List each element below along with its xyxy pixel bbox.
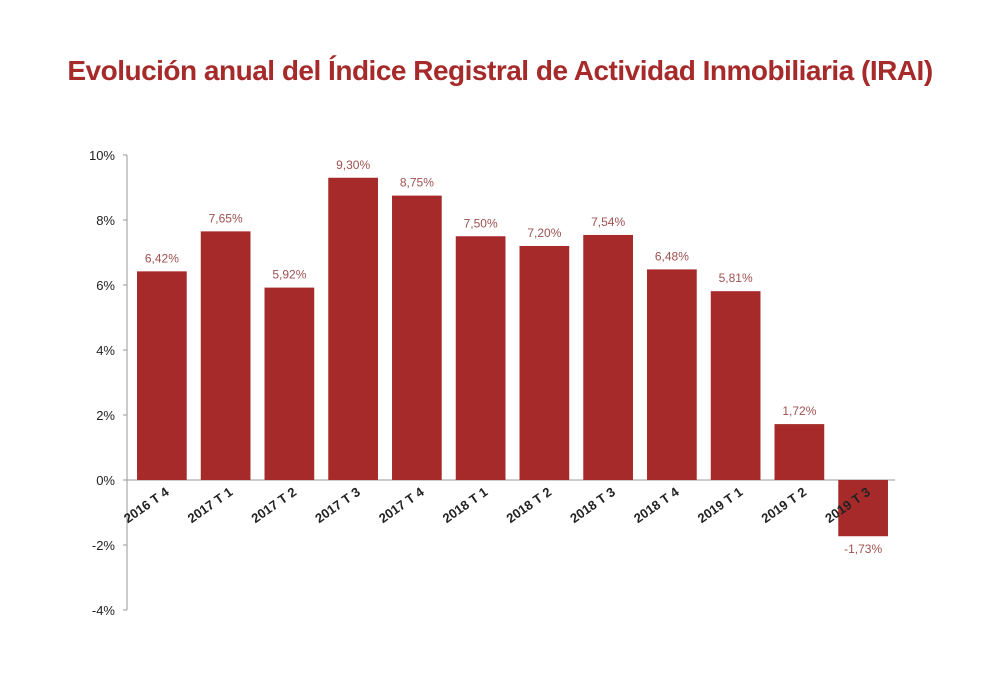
y-tick-label: 10% bbox=[89, 148, 115, 163]
data-label: 5,81% bbox=[719, 271, 753, 285]
data-label: 1,72% bbox=[782, 404, 816, 418]
chart-title: Evolución anual del Índice Registral de … bbox=[67, 55, 933, 86]
data-label: 7,65% bbox=[209, 211, 243, 225]
bar bbox=[455, 236, 506, 480]
data-label: 8,75% bbox=[400, 176, 434, 190]
x-tick-label: 2017 T 2 bbox=[248, 484, 299, 526]
x-tick-label: 2018 T 1 bbox=[440, 484, 491, 526]
x-tick-label: 2019 T 1 bbox=[695, 484, 746, 526]
data-label: 6,42% bbox=[145, 251, 179, 265]
data-label: 7,54% bbox=[591, 215, 625, 229]
x-tick-label: 2018 T 2 bbox=[503, 484, 554, 526]
data-label: 5,92% bbox=[272, 268, 306, 282]
x-tick-label: 2017 T 1 bbox=[185, 484, 236, 526]
bar bbox=[710, 291, 761, 480]
bar bbox=[583, 234, 633, 480]
bar bbox=[328, 177, 378, 480]
x-tick-label: 2017 T 4 bbox=[376, 484, 427, 526]
bar bbox=[519, 246, 570, 480]
bar bbox=[137, 271, 187, 480]
bar bbox=[838, 480, 888, 537]
data-label: 6,48% bbox=[655, 249, 689, 263]
y-tick-label: -4% bbox=[92, 603, 116, 618]
bar bbox=[200, 231, 251, 480]
bar bbox=[647, 269, 697, 480]
y-tick-label: 0% bbox=[96, 473, 115, 488]
bar bbox=[264, 287, 315, 480]
bar bbox=[774, 424, 825, 480]
bar bbox=[392, 195, 442, 480]
x-tick-label: 2019 T 2 bbox=[758, 484, 809, 526]
data-label: 9,30% bbox=[336, 158, 370, 172]
y-tick-label: 2% bbox=[96, 408, 115, 423]
y-tick-label: -2% bbox=[92, 538, 116, 553]
data-label: 7,50% bbox=[464, 216, 498, 230]
data-label: -1,73% bbox=[844, 542, 882, 556]
y-tick-label: 4% bbox=[96, 343, 115, 358]
x-tick-label: 2018 T 3 bbox=[567, 484, 618, 526]
y-tick-label: 8% bbox=[96, 213, 115, 228]
x-tick-label: 2017 T 3 bbox=[312, 484, 363, 526]
y-tick-label: 6% bbox=[96, 278, 115, 293]
x-tick-label: 2018 T 4 bbox=[631, 484, 682, 526]
data-label: 7,20% bbox=[527, 226, 561, 240]
x-tick-label: 2016 T 4 bbox=[121, 484, 172, 526]
